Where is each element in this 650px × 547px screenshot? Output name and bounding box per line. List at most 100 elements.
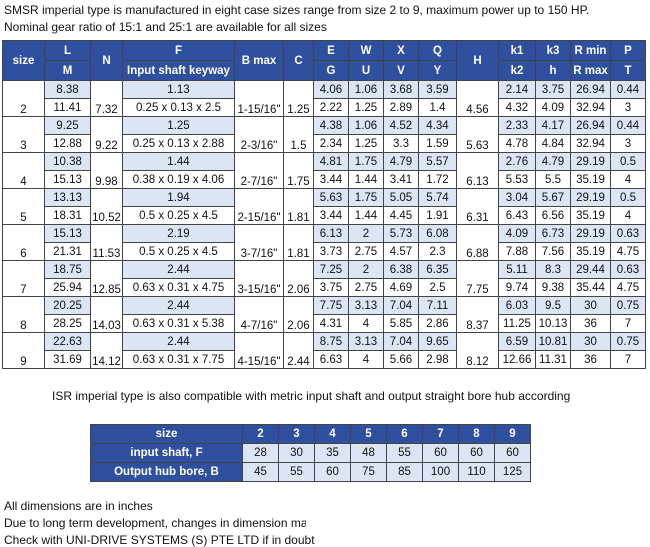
cell: 5.66 [383,350,419,369]
cell: 4.69 [383,278,419,297]
header-cell: 8 [458,424,495,444]
cell: 8.75 [313,332,349,351]
data-row: 4 10.38 9.98 1.44 2-7/16" 1.75 4.81 1.75 4.79 5.5… [2,152,646,189]
cell: 14.12 [90,332,123,369]
header-cell: R max [570,60,611,81]
header-cell: Q [418,40,457,61]
header-cell: T [610,60,646,81]
data-row: 11.41 0.25 x 0.13 x 2.5 2.22 1.25 2.89 1.4 4.3… [3,98,646,117]
cell: 4.38 [313,116,349,135]
cell: 2.06 [283,296,314,333]
iso-table: size 2 3 4 5 6 7 8 9 input shaft, F 28 30 35 48 55 60 60… [90,424,531,482]
cell: 0.75 [610,296,646,315]
cell: 12.88 [44,134,91,153]
cell: 3.41 [383,170,419,189]
iso-note: ISR imperial type is also compatible wit… [52,389,574,403]
cell: 75 [350,462,387,482]
cell: 7.25 [313,260,349,279]
data-row: 3 9.25 9.22 1.25 2-3/16" 1.5 4.38 1.06 4.52 4.34 5… [2,116,646,153]
cell: 7.32 [90,80,123,117]
cell: 0.75 [610,332,646,351]
cell: 35.19 [570,206,611,225]
header-cell: k1 [498,40,536,61]
cell: 5.63 [456,116,499,153]
cell: 4.79 [535,152,571,171]
cell: 4.84 [535,134,571,153]
cell: 9.98 [90,152,123,189]
cell: 26.94 [570,80,611,99]
cell: 30 [570,332,611,351]
cell: 3.13 [348,332,384,351]
cell: 4 [610,206,646,225]
header-cell: C [283,40,314,81]
cell: 4.57 [383,242,419,261]
cell: 2.98 [418,350,457,369]
cell: 48 [350,443,387,463]
cell: 18.31 [44,206,91,225]
cell: 36 [570,314,611,333]
cell: 1.25 [348,98,384,117]
cell: 3-15/16" [234,260,284,297]
cell: 28 [242,443,279,463]
header-cell: k2 [498,60,536,81]
header-cell: 9 [494,424,531,444]
cell: 8.38 [44,80,91,99]
cell: 4.34 [418,116,457,135]
cell: 4.06 [313,80,349,99]
cell: 6.43 [498,206,536,225]
footer-line: Check with UNI-DRIVE SYSTEMS (S) PTE LTD… [4,533,315,547]
cell: 6 [2,224,45,261]
footer-line: All dimensions are in inches [4,499,153,513]
cell: 6.35 [418,260,457,279]
header-cell: W [348,40,384,61]
cell: 7 [2,260,45,297]
cell: 7 [610,350,646,369]
cell: 29.19 [570,188,611,207]
cell: 6.59 [498,332,536,351]
header-cell: 6 [386,424,423,444]
cell: 9.5 [535,296,571,315]
header-cell: E [313,40,349,61]
cell: 12.66 [498,350,536,369]
cell: 2.44 [122,296,235,315]
cell: 2 [348,260,384,279]
cell: 2.75 [348,242,384,261]
cell: 0.5 [610,152,646,171]
cell: 30 [278,443,315,463]
cell: 2-3/16" [234,116,284,153]
header-cell: k3 [535,40,571,61]
cell: 29.19 [570,224,611,243]
cell: 3.44 [313,206,349,225]
cell: 4 [348,314,384,333]
cell: 2.89 [383,98,419,117]
cell: 10.38 [44,152,91,171]
cell: 2.44 [122,332,235,351]
cell: 6.73 [535,224,571,243]
cell: 4.75 [610,242,646,261]
cell: 2.06 [283,260,314,297]
cell: 8.37 [456,296,499,333]
header-cell: Y [418,60,457,81]
cell: 7.75 [456,260,499,297]
cell: 14.03 [90,296,123,333]
cell: 2 [348,224,384,243]
cell: 4.78 [498,134,536,153]
cell: 3.73 [313,242,349,261]
cell: 1.75 [283,152,314,189]
cell: 3.3 [383,134,419,153]
cell: 0.5 [610,188,646,207]
cell: 25.94 [44,278,91,297]
cell: 3 [2,116,45,153]
cell: 5.67 [535,188,571,207]
cell: 7.88 [498,242,536,261]
cell: 26.94 [570,116,611,135]
data-row: 8 20.25 14.03 2.44 4-7/16" 2.06 7.75 3.13 7.04 7.… [2,296,646,333]
cell: 0.25 x 0.13 x 2.5 [122,98,235,117]
cell: 35 [314,443,351,463]
cell: 2.19 [122,224,235,243]
cell: 4.81 [313,152,349,171]
cell: 31.69 [44,350,91,369]
cell: 29.44 [570,260,611,279]
data-row: 9 22.63 14.12 2.44 4-15/16" 2.44 8.75 3.13 7.04 9… [2,332,646,369]
